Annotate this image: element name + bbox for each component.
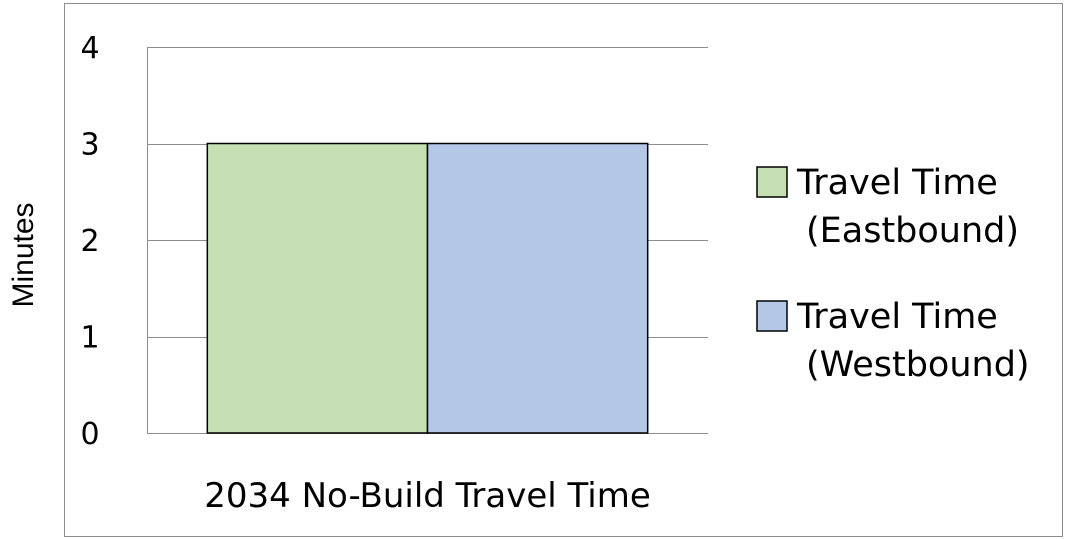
bars [206,142,649,434]
legend-swatch [756,300,788,332]
legend-label: Travel Time (Westbound) [796,297,1030,385]
legend: Travel Time (Eastbound) Travel Time (Westbo… [756,163,1030,385]
legend-label-line: Travel Time [796,297,998,337]
y-tick-label: 2 [80,224,99,259]
category-labels: 2034 No-Build Travel Time [204,476,651,516]
y-tick-label: 4 [80,31,99,66]
legend-swatch [756,166,788,198]
legend-label: Travel Time (Eastbound) [796,163,1019,251]
bar-eastbound [206,142,429,434]
y-tick-labels: 0 1 2 3 4 [80,31,99,452]
category-label: 2034 No-Build Travel Time [204,476,651,516]
legend-label-line: Travel Time [796,163,998,203]
bar-westbound [426,142,649,434]
y-tick-label: 3 [80,128,99,163]
legend-label-line: (Westbound) [806,345,1030,385]
y-tick-label: 1 [80,321,99,356]
y-tick-label: 0 [80,417,99,452]
y-axis-label: Minutes [7,202,40,307]
legend-label-line: (Eastbound) [806,211,1019,251]
